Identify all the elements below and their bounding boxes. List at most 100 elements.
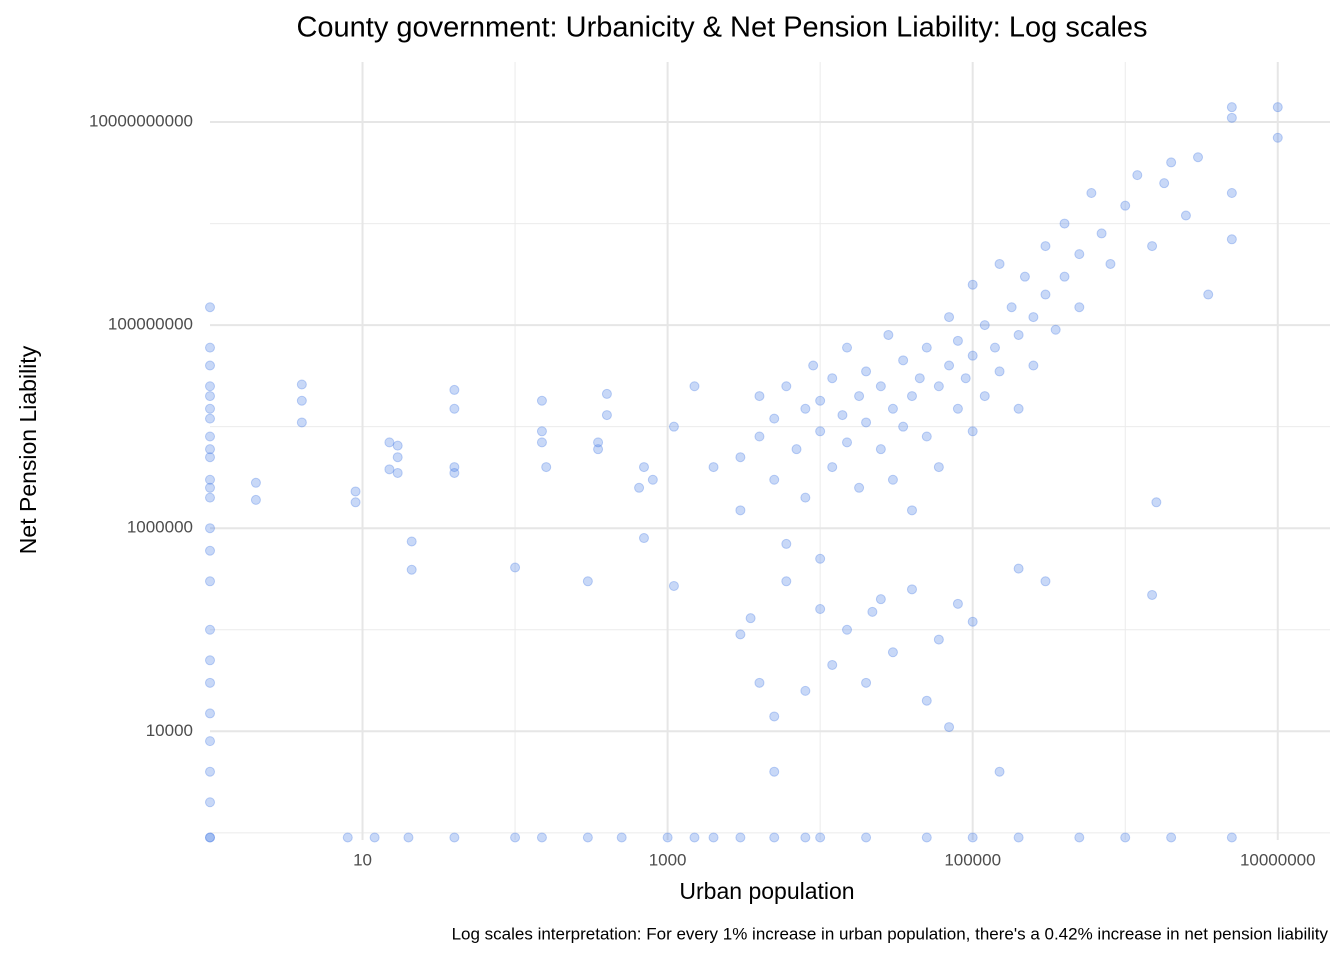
point: [815, 553, 826, 564]
point: [296, 395, 307, 406]
y-tick-label: 1000000: [127, 518, 193, 537]
point: [735, 832, 746, 843]
point: [1272, 102, 1283, 113]
point: [406, 536, 417, 547]
point: [536, 395, 547, 406]
point: [842, 342, 853, 353]
point: [205, 708, 215, 719]
point: [1074, 249, 1085, 260]
point: [638, 533, 649, 544]
point: [887, 647, 898, 658]
point: [601, 388, 612, 399]
point: [827, 373, 838, 384]
point: [1006, 302, 1017, 313]
point: [769, 832, 780, 843]
x-tick-label: 10: [353, 850, 372, 869]
point: [791, 444, 802, 455]
point: [205, 391, 215, 402]
point: [815, 395, 826, 406]
point: [662, 832, 673, 843]
point: [205, 797, 215, 808]
point: [827, 462, 838, 473]
point: [1132, 170, 1143, 181]
point: [933, 462, 944, 473]
point: [979, 391, 990, 402]
point: [205, 302, 215, 313]
x-axis-title: Urban population: [679, 878, 854, 904]
point: [205, 624, 215, 635]
point: [921, 832, 932, 843]
point: [638, 462, 649, 473]
point: [1226, 102, 1237, 113]
point: [1226, 832, 1237, 843]
point: [593, 444, 604, 455]
point: [689, 381, 700, 392]
point: [1226, 112, 1237, 123]
point: [582, 576, 593, 587]
point: [994, 366, 1005, 377]
point: [867, 606, 878, 617]
point: [933, 634, 944, 645]
point: [944, 722, 955, 733]
point: [754, 677, 765, 688]
point: [205, 492, 215, 503]
point: [647, 474, 658, 485]
point: [205, 360, 215, 371]
point: [827, 659, 838, 670]
point: [536, 426, 547, 437]
point: [781, 538, 792, 549]
point: [1013, 563, 1024, 574]
point: [449, 832, 460, 843]
point: [952, 598, 963, 609]
point: [369, 832, 380, 843]
point: [510, 832, 521, 843]
point: [205, 832, 215, 843]
point: [296, 417, 307, 428]
point: [1086, 187, 1097, 198]
point: [967, 279, 978, 290]
point: [510, 562, 521, 573]
point: [1074, 832, 1085, 843]
point: [815, 604, 826, 615]
point: [1013, 329, 1024, 340]
x-tick-label: 100000: [944, 850, 1001, 869]
point: [861, 832, 872, 843]
point: [1019, 271, 1030, 282]
point: [960, 373, 971, 384]
point: [350, 486, 361, 497]
point: [854, 391, 865, 402]
point: [933, 381, 944, 392]
point: [384, 437, 395, 448]
point: [392, 467, 403, 478]
point: [392, 440, 403, 451]
point: [205, 452, 215, 463]
point: [205, 545, 215, 556]
point: [536, 437, 547, 448]
point: [449, 467, 460, 478]
point: [1096, 228, 1107, 239]
point: [808, 360, 819, 371]
point: [205, 474, 215, 485]
point: [800, 832, 811, 843]
point: [735, 452, 746, 463]
chart-title: County government: Urbanicity & Net Pens…: [296, 12, 1147, 44]
point: [708, 832, 719, 843]
point: [854, 482, 865, 493]
point: [205, 523, 215, 534]
point: [875, 594, 886, 605]
point: [205, 677, 215, 688]
point: [781, 381, 792, 392]
point: [815, 832, 826, 843]
point: [536, 832, 547, 843]
point: [1159, 178, 1170, 189]
point: [601, 410, 612, 421]
point: [668, 580, 679, 591]
point: [1050, 324, 1061, 335]
point: [842, 437, 853, 448]
point: [1105, 258, 1116, 269]
point: [1151, 497, 1162, 508]
point: [250, 477, 261, 488]
point: [449, 403, 460, 414]
point: [921, 431, 932, 442]
point: [350, 497, 361, 508]
